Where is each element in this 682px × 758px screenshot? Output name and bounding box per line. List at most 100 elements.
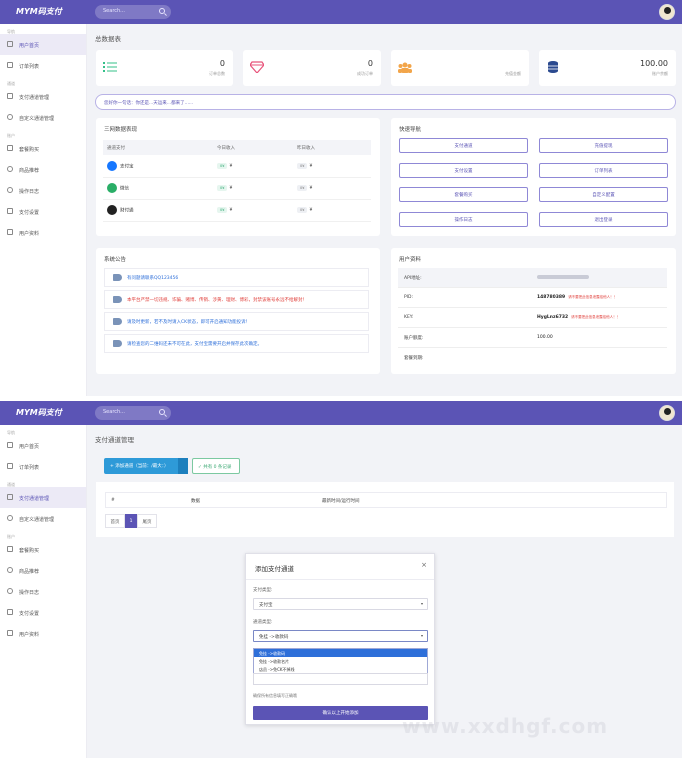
list-item[interactable]: 有问题请联系QQ123456 bbox=[104, 268, 369, 287]
notice-text: 本平台严禁一切违规、诈骗、赌博、传销、涉黄、理财、博彩，封禁该账号永远不给解封！ bbox=[127, 298, 307, 303]
sidebar-item-custom-channels[interactable]: 自定义通道管理 bbox=[0, 508, 86, 529]
sidebar-item-channels[interactable]: 支付通道管理 bbox=[0, 86, 86, 107]
sidebar-item-packages[interactable]: 套餐购买 bbox=[0, 138, 86, 159]
sidebar-item-products[interactable]: 商品推荐 bbox=[0, 159, 86, 180]
record-count-button[interactable]: ✓ 共有 0 条记录 bbox=[192, 458, 240, 474]
card-icon bbox=[7, 494, 13, 500]
page-button[interactable]: 1 bbox=[125, 514, 137, 528]
info-row-pid: PID: 148780389 请不要把此信息泄露给他人！！ bbox=[398, 288, 667, 308]
sidebar-item-logs[interactable]: 操作日志 bbox=[0, 180, 86, 201]
info-value bbox=[537, 275, 589, 281]
pid-value[interactable]: 148780389 bbox=[537, 295, 566, 300]
sidebar-item-pay-settings[interactable]: 支付设置 bbox=[0, 602, 86, 623]
sidebar-item-orders[interactable]: 订单列表 bbox=[0, 456, 86, 477]
sidebar-item-label: 支付设置 bbox=[19, 611, 40, 617]
info-value[interactable]: HygLnz6732 请不要把此信息泄露给他人！！ bbox=[537, 315, 620, 320]
pay-type-select[interactable]: 支付宝 ▾ bbox=[253, 598, 428, 610]
stat-card-orders: 0 订单总数 bbox=[96, 50, 233, 86]
option-card[interactable]: 免挂 ->收款名片 bbox=[259, 659, 290, 664]
sidebar-item-label: 订单列表 bbox=[19, 465, 40, 471]
sidebar-item-channels[interactable]: 支付通道管理 bbox=[0, 487, 86, 508]
notice-text: 请及时更新，若不及时请入CK状态，即可开启通知功能投诉！ bbox=[127, 320, 251, 325]
search-input[interactable]: Search... bbox=[95, 406, 171, 420]
dropdown-toggle[interactable] bbox=[178, 458, 188, 474]
app-logo[interactable]: MYM码支付 bbox=[16, 408, 62, 417]
sidebar-item-packages[interactable]: 套餐购买 bbox=[0, 539, 86, 560]
info-value[interactable]: 148780389 请不要把此信息泄露给他人！！ bbox=[537, 295, 617, 300]
quick-btn-logout[interactable]: 退出登录 bbox=[539, 212, 668, 227]
modal-title: 添加支付通道 bbox=[255, 565, 294, 573]
sidebar-item-label: 套餐购买 bbox=[19, 548, 40, 554]
key-value[interactable]: HygLnz6732 bbox=[537, 315, 569, 320]
add-channel-button[interactable]: + 添加通道（当前：/最大：） bbox=[104, 458, 188, 474]
sidebar-item-profile[interactable]: 用户资料 bbox=[0, 623, 86, 644]
search-icon[interactable] bbox=[159, 8, 165, 14]
megaphone-icon bbox=[113, 318, 122, 325]
app-logo[interactable]: MYM码支付 bbox=[16, 7, 62, 16]
avatar[interactable] bbox=[659, 4, 675, 20]
yesterday-cell: 0¥ ¥ bbox=[293, 177, 371, 200]
first-page-button[interactable]: 首页 bbox=[105, 514, 125, 528]
channel-stats-card: 三网数据表现 通道支付 今日收入 昨日收入 支付宝 0¥ ¥ 0¥ ¥ 微信 0¥ ¥… bbox=[96, 118, 380, 236]
sidebar-item-home[interactable]: 用户首页 bbox=[0, 435, 86, 456]
channel-type-options: 免挂 ->收款码 免挂 ->收款名片 店员 ->免CK不掉线 bbox=[253, 648, 428, 674]
submit-button[interactable]: 确认以上开始添加 bbox=[253, 706, 428, 720]
quick-btn-packages[interactable]: 套餐购买 bbox=[399, 187, 528, 202]
sidebar-item-home[interactable]: 用户首页 bbox=[0, 34, 86, 55]
sidebar-item-label: 支付通道管理 bbox=[19, 95, 50, 101]
option-clerk[interactable]: 店员 ->免CK不掉线 bbox=[259, 667, 295, 672]
search-icon[interactable] bbox=[159, 409, 165, 415]
info-value: 100.00 bbox=[537, 335, 553, 340]
chevron-down-icon: ▾ bbox=[420, 601, 423, 606]
sidebar-item-custom-channels[interactable]: 自定义通道管理 bbox=[0, 107, 86, 128]
yesterday-tag: 0¥ bbox=[297, 207, 308, 213]
megaphone-icon bbox=[113, 296, 122, 303]
search-input[interactable]: Search... bbox=[95, 5, 171, 19]
main-content: 总数据表 bbox=[95, 24, 674, 49]
sidebar-item-label: 自定义通道管理 bbox=[19, 517, 55, 523]
sidebar-item-pay-settings[interactable]: 支付设置 bbox=[0, 201, 86, 222]
info-key: 账户额度: bbox=[404, 336, 424, 341]
info-key: KEY: bbox=[404, 315, 414, 320]
add-channel-modal: 添加支付通道 × 支付类型: 支付宝 ▾ 通道类型: 免挂 ->收款码 ▾ 免挂 -… bbox=[245, 553, 435, 725]
quick-btn-recharge[interactable]: 充值提现 bbox=[539, 138, 668, 153]
quick-btn-custom[interactable]: 自定义配置 bbox=[539, 187, 668, 202]
sidebar-item-products[interactable]: 商品推荐 bbox=[0, 560, 86, 581]
sidebar-item-orders[interactable]: 订单列表 bbox=[0, 55, 86, 76]
channel-type-label: 通道类型: bbox=[253, 620, 273, 625]
avatar[interactable] bbox=[659, 405, 675, 421]
quick-btn-orders[interactable]: 订单列表 bbox=[539, 163, 668, 178]
close-icon[interactable]: × bbox=[421, 561, 427, 569]
extra-field[interactable] bbox=[253, 673, 428, 685]
add-channel-label: + 添加通道（当前：/最大：） bbox=[110, 464, 169, 469]
today-value: ¥ bbox=[229, 186, 233, 191]
channel-list-card: # 数据 最新时间/运行时间 首页 1 尾页 bbox=[96, 482, 674, 537]
gear-icon bbox=[7, 515, 13, 521]
sidebar-item-logs[interactable]: 操作日志 bbox=[0, 581, 86, 602]
notice-text: 请检查您的二维码还未不可在此，支付宝需要开启并保存此次确定。 bbox=[127, 342, 262, 347]
option-qr-code[interactable]: 免挂 ->收款码 bbox=[254, 649, 427, 657]
table-row: 支付宝 0¥ ¥ 0¥ ¥ bbox=[103, 155, 371, 178]
channel-type-value: 免挂 ->收款码 bbox=[259, 635, 289, 640]
quick-btn-channels[interactable]: 支付通道 bbox=[399, 138, 528, 153]
sidebar-group-account: 账户 bbox=[7, 133, 15, 138]
sidebar-group-nav: 导航 bbox=[7, 29, 15, 34]
chevron-down-icon: ▾ bbox=[420, 633, 423, 638]
list-item[interactable]: 本平台严禁一切违规、诈骗、赌博、传销、涉黄、理财、博彩，封禁该账号永远不给解封！ bbox=[104, 290, 369, 309]
sidebar-item-label: 用户资料 bbox=[19, 632, 40, 638]
monitor-icon bbox=[7, 546, 13, 552]
quick-btn-logs[interactable]: 操作日志 bbox=[399, 212, 528, 227]
today-cell: 0¥ ¥ bbox=[213, 177, 293, 200]
stat-value: 0 bbox=[219, 59, 225, 68]
list-item[interactable]: 请及时更新，若不及时请入CK状态，即可开启通知功能投诉！ bbox=[104, 312, 369, 331]
qq-icon bbox=[107, 205, 117, 215]
list-item[interactable]: 请检查您的二维码还未不可在此，支付宝需要开启并保存此次确定。 bbox=[104, 334, 369, 353]
channel-type-select[interactable]: 免挂 ->收款码 ▾ bbox=[253, 630, 428, 642]
page-title: 支付通道管理 bbox=[95, 436, 134, 444]
card-title: 快速导航 bbox=[399, 127, 422, 133]
sidebar-item-profile[interactable]: 用户资料 bbox=[0, 222, 86, 243]
quick-btn-pay-settings[interactable]: 支付设置 bbox=[399, 163, 528, 178]
warning-text: 请不要把此信息泄露给他人！！ bbox=[571, 315, 621, 319]
last-page-button[interactable]: 尾页 bbox=[137, 514, 157, 528]
info-row-balance: 账户额度: 100.00 bbox=[398, 328, 667, 348]
